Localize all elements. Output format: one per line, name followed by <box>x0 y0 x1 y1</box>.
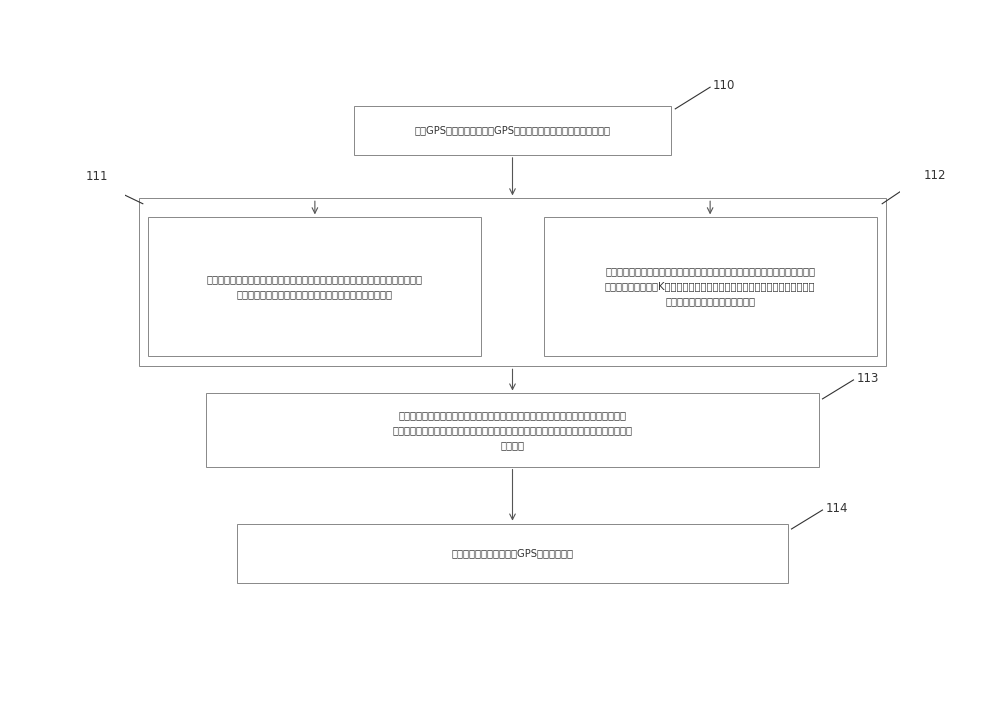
Text: 读取GPS观测值，根据所述GPS观测值生成第一检测量、第二检测量: 读取GPS观测值，根据所述GPS观测值生成第一检测量、第二检测量 <box>415 125 610 136</box>
Text: 根据所述周跳值修复所述GPS观测值并保存: 根据所述周跳值修复所述GPS观测值并保存 <box>452 548 574 558</box>
Bar <box>544 218 877 356</box>
Bar <box>148 218 481 356</box>
Text: 110: 110 <box>713 79 735 92</box>
Text: 114: 114 <box>825 502 848 515</box>
Text: 分析所述第一探测结果及所述第二探测结果，当确定第一探测结果及第二探测结果中历
元无标记为离电平时，对所述历元无标记处的所述第一检测量及所述第三检测量进行解算得
: 分析所述第一探测结果及所述第二探测结果，当确定第一探测结果及第二探测结果中历 元… <box>392 410 633 450</box>
Text: 利用自适应滑动窗口模型对所述第一检测量进行平滑，根据第一周跳判断阈值条件
平滑后的所述第一检测量进行周跳探测，获取第一探测结果: 利用自适应滑动窗口模型对所述第一检测量进行平滑，根据第一周跳判断阈值条件 平滑后… <box>207 274 423 298</box>
Text: 113: 113 <box>856 372 879 384</box>
Text: 112: 112 <box>924 170 946 182</box>
Bar <box>206 394 819 467</box>
Text: 111: 111 <box>85 170 108 182</box>
Bar <box>237 524 788 583</box>
Text: 利用历元求差法对所述第二检测量进行求差生成第三检测量，对所述第三检测量
引入高度角加权系数K，根据第二周跳判断阈值条件对加权后的所述第三检测量
进行周跳探测，获: 利用历元求差法对所述第二检测量进行求差生成第三检测量，对所述第三检测量 引入高度… <box>605 267 815 306</box>
Bar <box>354 106 671 155</box>
Bar <box>139 199 886 366</box>
